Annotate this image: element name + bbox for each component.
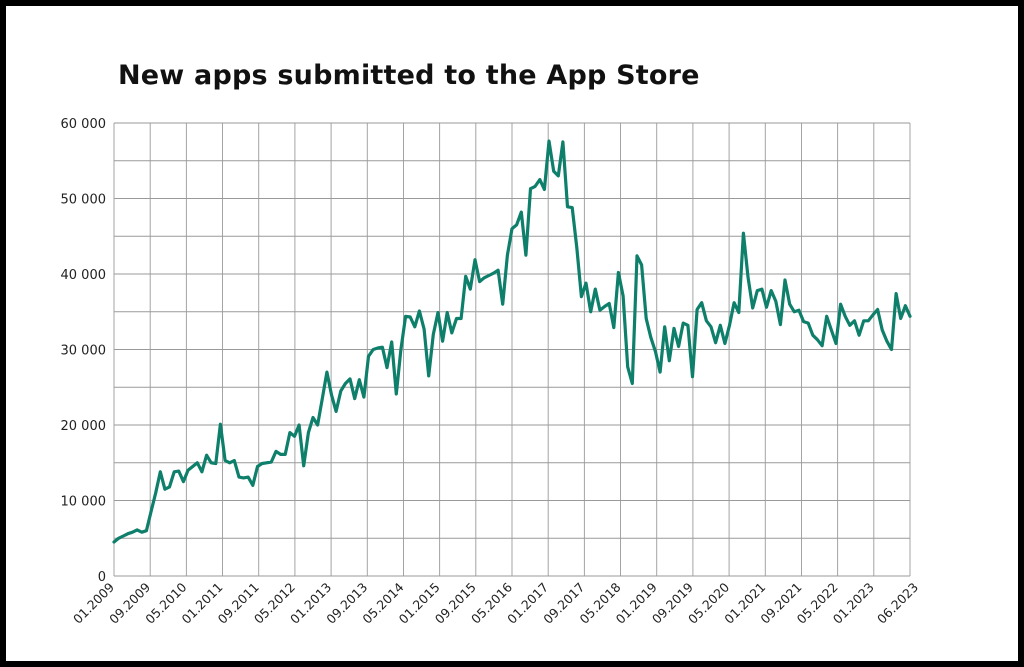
y-tick-label: 20 000: [61, 419, 107, 434]
y-tick-label: 60 000: [61, 117, 107, 132]
y-tick-label: 50 000: [61, 193, 107, 208]
y-tick-label: 10 000: [61, 495, 107, 510]
x-axis-tick-labels: 01.200909.200905.201001.201109.201105.20…: [70, 579, 921, 626]
y-tick-label: 30 000: [61, 344, 107, 359]
y-tick-label: 40 000: [61, 268, 107, 283]
x-tick-label: 06.2023: [874, 580, 921, 627]
